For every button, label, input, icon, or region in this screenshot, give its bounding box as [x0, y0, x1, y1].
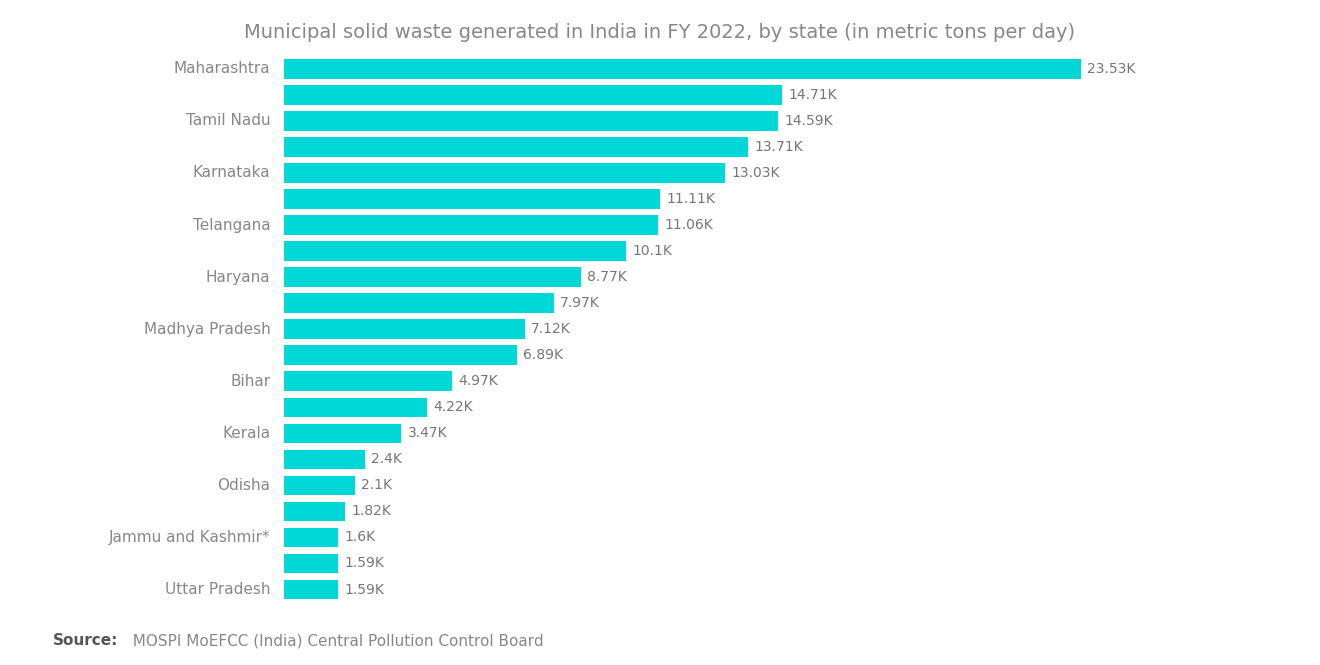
Text: 1.6K: 1.6K [345, 531, 375, 545]
Text: Tamil Nadu: Tamil Nadu [186, 114, 271, 128]
Text: 4.97K: 4.97K [458, 374, 498, 388]
Text: MOSPI MoEFCC (India) Central Pollution Control Board: MOSPI MoEFCC (India) Central Pollution C… [123, 633, 544, 648]
Text: 2.4K: 2.4K [371, 452, 403, 466]
Bar [284, 293, 554, 313]
Text: 14.59K: 14.59K [784, 114, 833, 128]
Text: Maharashtra: Maharashtra [174, 61, 271, 76]
Bar [284, 241, 626, 261]
Text: Kerala: Kerala [222, 426, 271, 441]
Bar [284, 111, 777, 130]
Text: Haryana: Haryana [206, 269, 271, 285]
Bar [284, 528, 338, 547]
Text: Odisha: Odisha [218, 478, 271, 493]
Text: 1.59K: 1.59K [345, 583, 384, 597]
Text: 23.53K: 23.53K [1088, 62, 1135, 76]
Text: 10.1K: 10.1K [632, 244, 672, 258]
Bar [284, 267, 581, 287]
Text: Uttar Pradesh: Uttar Pradesh [165, 582, 271, 597]
Bar [284, 137, 748, 157]
Text: 6.89K: 6.89K [524, 348, 564, 362]
Text: 7.97K: 7.97K [560, 296, 599, 310]
Text: Karnataka: Karnataka [193, 166, 271, 180]
Text: 3.47K: 3.47K [408, 426, 447, 440]
Text: 13.71K: 13.71K [755, 140, 803, 154]
Text: Bihar: Bihar [230, 374, 271, 389]
Bar [284, 85, 781, 104]
Text: Source:: Source: [53, 633, 119, 648]
Text: 13.03K: 13.03K [731, 166, 780, 180]
Bar [284, 475, 355, 495]
Bar [284, 163, 725, 183]
Text: Municipal solid waste generated in India in FY 2022, by state (in metric tons pe: Municipal solid waste generated in India… [244, 23, 1076, 43]
Bar [284, 424, 401, 443]
Bar [284, 372, 453, 391]
Bar [284, 398, 426, 417]
Text: Telangana: Telangana [193, 217, 271, 233]
Bar [284, 450, 366, 469]
Text: Madhya Pradesh: Madhya Pradesh [144, 322, 271, 336]
Text: 1.82K: 1.82K [351, 505, 392, 519]
Text: 14.71K: 14.71K [788, 88, 837, 102]
Bar [284, 580, 338, 599]
Text: 11.06K: 11.06K [665, 218, 713, 232]
Text: 11.11K: 11.11K [667, 192, 715, 206]
Text: 4.22K: 4.22K [433, 400, 473, 414]
Bar [284, 501, 346, 521]
Bar [284, 345, 517, 365]
Bar [284, 190, 660, 209]
Text: 7.12K: 7.12K [531, 322, 572, 336]
Text: 2.1K: 2.1K [362, 478, 392, 492]
Bar [284, 59, 1081, 78]
Text: 1.59K: 1.59K [345, 557, 384, 571]
Text: Jammu and Kashmir*: Jammu and Kashmir* [108, 530, 271, 545]
Bar [284, 215, 659, 235]
Text: 8.77K: 8.77K [587, 270, 627, 284]
Bar [284, 319, 525, 339]
Bar [284, 554, 338, 573]
